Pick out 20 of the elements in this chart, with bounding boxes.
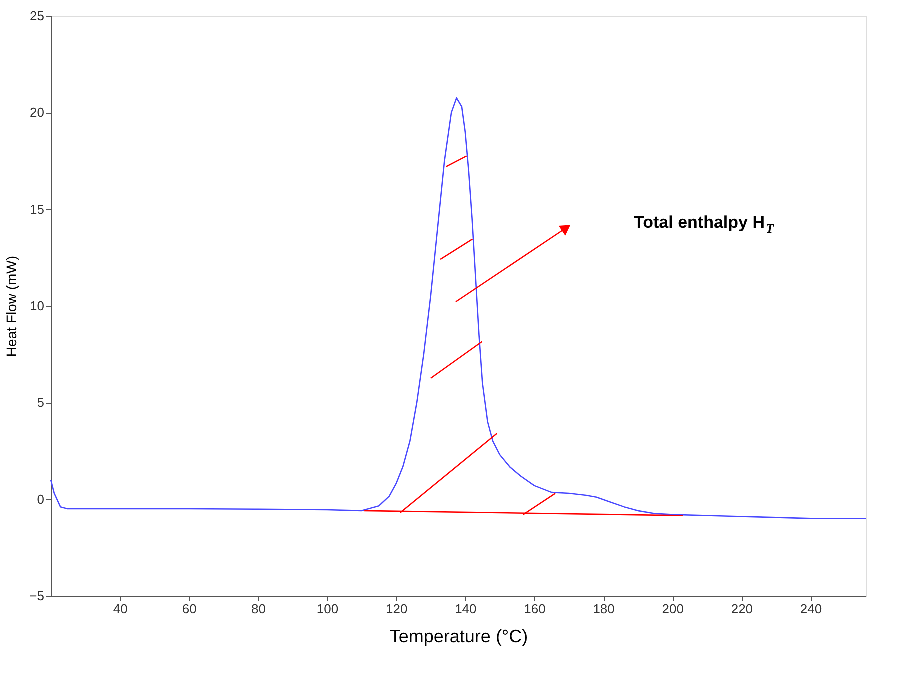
x-tick-label: 220 xyxy=(731,602,754,616)
y-tick-label: 10 xyxy=(30,298,44,314)
y-tick-label: −5 xyxy=(30,588,44,604)
x-axis-title: Temperature (°C) xyxy=(390,626,528,646)
x-tick-label: 100 xyxy=(316,602,339,616)
y-tick-label: 25 xyxy=(30,8,44,24)
x-tick-label: 80 xyxy=(251,602,266,616)
x-tick-label: 180 xyxy=(593,602,615,616)
x-tick-label: 160 xyxy=(524,602,546,616)
y-tick-label: 15 xyxy=(30,202,44,217)
y-tick-label: 20 xyxy=(30,105,44,120)
y-axis-title: Heat Flow (mW) xyxy=(4,256,20,358)
x-tick-label: 40 xyxy=(113,602,128,616)
y-tick-label: 5 xyxy=(37,395,44,410)
x-tick-label: 60 xyxy=(182,602,197,616)
y-tick-label: 0 xyxy=(37,492,44,507)
x-tick-label: 140 xyxy=(455,602,477,616)
x-tick-label: 200 xyxy=(662,602,684,616)
x-tick-label: 240 xyxy=(800,602,822,616)
x-tick-label: 120 xyxy=(386,602,408,616)
